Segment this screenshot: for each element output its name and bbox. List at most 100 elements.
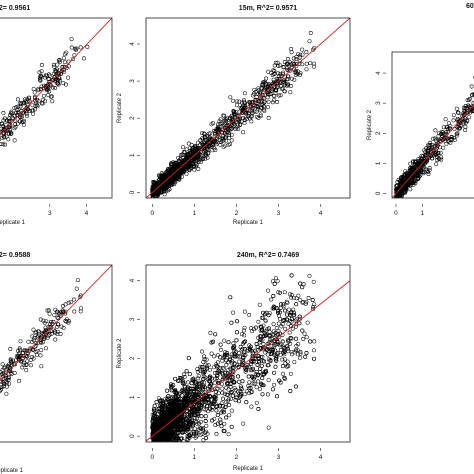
data-point <box>155 447 158 450</box>
y-axis-label: Replicate 2 <box>367 109 373 140</box>
data-point <box>300 62 305 67</box>
data-point <box>61 325 66 330</box>
data-point <box>278 93 283 98</box>
data-point <box>38 78 43 83</box>
data-point <box>53 330 58 335</box>
data-point <box>47 89 52 94</box>
data-point <box>39 101 44 106</box>
data-point <box>312 64 317 69</box>
data-point <box>432 136 437 141</box>
data-point <box>49 331 54 336</box>
data-point <box>33 98 38 103</box>
data-point <box>73 46 77 51</box>
data-point <box>53 307 58 312</box>
data-point <box>157 177 162 182</box>
data-point <box>198 142 203 147</box>
data-point <box>9 111 14 116</box>
data-point <box>281 70 286 75</box>
data-point <box>0 129 3 134</box>
data-point <box>216 122 220 127</box>
data-point <box>207 136 212 141</box>
data-point <box>34 100 38 105</box>
data-point <box>307 39 312 44</box>
x-tick-label: 1 <box>421 210 425 217</box>
data-point <box>19 353 23 358</box>
data-point <box>52 64 57 69</box>
data-point <box>221 136 226 141</box>
data-point <box>184 171 189 176</box>
data-point <box>396 195 401 198</box>
data-point <box>64 319 69 324</box>
data-point <box>277 261 280 264</box>
data-point <box>165 447 168 450</box>
data-point <box>59 324 64 329</box>
data-point <box>78 45 83 50</box>
data-point <box>0 372 5 376</box>
data-point <box>6 137 11 142</box>
data-point <box>68 300 73 305</box>
data-point <box>220 134 225 139</box>
data-point <box>281 371 285 376</box>
data-point <box>166 449 169 452</box>
data-point <box>210 148 215 153</box>
data-point <box>179 436 184 441</box>
data-point <box>53 337 58 342</box>
data-point <box>444 141 449 146</box>
data-point <box>35 104 40 109</box>
data-point <box>262 99 267 104</box>
data-point <box>289 64 294 69</box>
data-point <box>194 146 199 151</box>
data-point <box>408 187 413 192</box>
data-point <box>265 95 270 100</box>
data-point <box>38 87 43 91</box>
data-point <box>165 447 168 450</box>
data-point <box>291 56 296 61</box>
data-point <box>426 147 431 152</box>
data-point <box>408 177 413 182</box>
data-point <box>436 134 441 139</box>
data-point <box>277 63 282 68</box>
data-point <box>63 302 68 307</box>
data-point <box>0 122 1 127</box>
data-point <box>181 159 186 164</box>
data-point <box>172 389 177 394</box>
x-tick-label: 1 <box>193 210 197 217</box>
data-point <box>17 353 22 358</box>
data-point <box>407 170 412 175</box>
data-point <box>282 80 287 85</box>
data-point <box>194 149 199 154</box>
data-point <box>176 155 181 160</box>
data-point <box>254 95 259 99</box>
data-point <box>200 136 205 141</box>
data-point <box>436 151 441 156</box>
data-point <box>181 381 186 386</box>
data-point <box>158 446 161 449</box>
data-point <box>24 105 29 110</box>
data-point <box>155 450 158 453</box>
data-point <box>305 320 310 325</box>
data-point <box>199 157 204 162</box>
data-point <box>454 133 459 138</box>
data-point <box>440 134 445 138</box>
data-point <box>295 352 300 357</box>
data-point <box>292 77 297 82</box>
data-point <box>154 445 157 448</box>
data-point <box>249 114 254 119</box>
data-point <box>46 77 51 82</box>
data-point <box>3 364 7 369</box>
data-point <box>246 110 251 115</box>
data-point <box>218 121 223 126</box>
data-point <box>8 358 13 363</box>
data-point <box>198 160 203 165</box>
data-point <box>181 441 183 442</box>
data-point <box>270 73 275 77</box>
data-point <box>261 80 266 85</box>
data-point <box>209 351 214 356</box>
data-point <box>54 73 59 78</box>
data-point <box>222 421 227 426</box>
data-point <box>193 145 198 150</box>
data-point <box>229 138 234 143</box>
data-point <box>48 329 53 334</box>
data-point <box>286 74 291 79</box>
data-point <box>201 157 205 161</box>
